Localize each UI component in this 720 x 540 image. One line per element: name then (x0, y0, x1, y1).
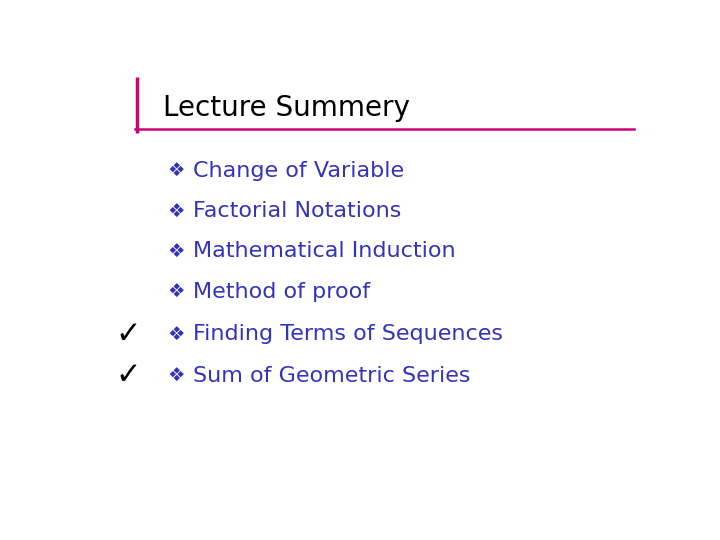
Text: ✓: ✓ (115, 320, 140, 349)
Text: ❖: ❖ (168, 366, 185, 386)
Text: Change of Variable: Change of Variable (193, 161, 405, 181)
Text: Factorial Notations: Factorial Notations (193, 201, 402, 221)
Text: ✓: ✓ (115, 361, 140, 390)
Text: Method of proof: Method of proof (193, 282, 370, 302)
Text: ❖: ❖ (168, 282, 185, 301)
Text: ❖: ❖ (168, 161, 185, 180)
Text: ❖: ❖ (168, 242, 185, 261)
Text: Finding Terms of Sequences: Finding Terms of Sequences (193, 324, 503, 344)
Text: Lecture Summery: Lecture Summery (163, 94, 410, 123)
Text: ❖: ❖ (168, 201, 185, 221)
Text: ❖: ❖ (168, 325, 185, 344)
Text: Sum of Geometric Series: Sum of Geometric Series (193, 366, 471, 386)
Text: Mathematical Induction: Mathematical Induction (193, 241, 456, 261)
